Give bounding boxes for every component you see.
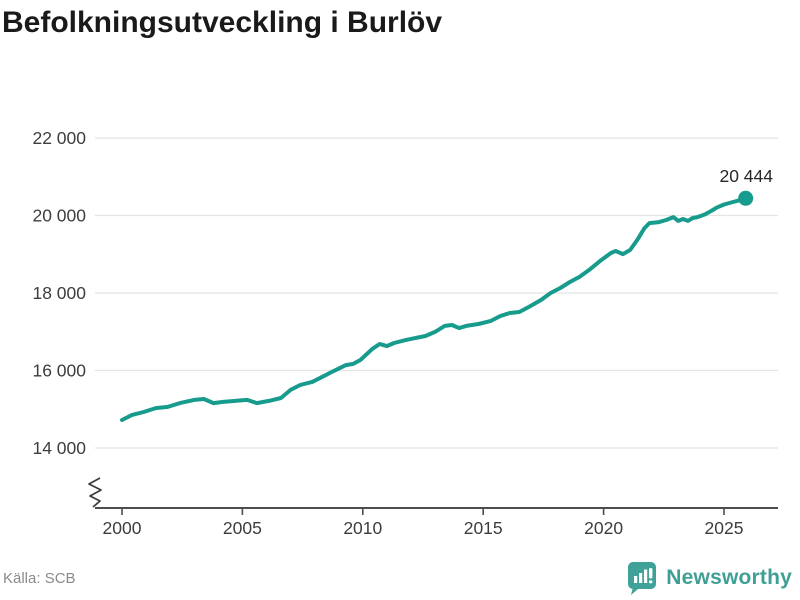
y-tick-label: 20 000	[32, 206, 86, 226]
y-tick-label: 16 000	[32, 361, 86, 381]
population-line-chart: 14 000 16 000 18 000 20 000 22 000 2000 2005 20…	[32, 128, 778, 538]
y-tick-label: 18 000	[32, 283, 86, 303]
x-tick-label: 2015	[464, 518, 503, 538]
axis-break-squiggle	[88, 477, 102, 508]
source-label: Källa: SCB	[3, 570, 76, 587]
x-tick-label: 2025	[705, 518, 744, 538]
population-line	[120, 196, 748, 422]
newsworthy-chart-bubble-icon	[628, 562, 657, 595]
end-point-dot	[738, 190, 754, 206]
x-tick-label: 2010	[343, 518, 382, 538]
x-tick-label: 2000	[103, 518, 142, 538]
chart-title: Befolkningsutveckling i Burlöv	[2, 6, 443, 39]
brand-name: Newsworthy	[666, 566, 792, 589]
y-tick-label: 14 000	[32, 438, 86, 458]
end-value-label: 20 444	[719, 166, 773, 186]
x-tick-label: 2020	[584, 518, 623, 538]
x-tick-label: 2005	[223, 518, 262, 538]
y-tick-label: 22 000	[32, 128, 86, 148]
newsworthy-logo: Newsworthy	[627, 560, 792, 596]
